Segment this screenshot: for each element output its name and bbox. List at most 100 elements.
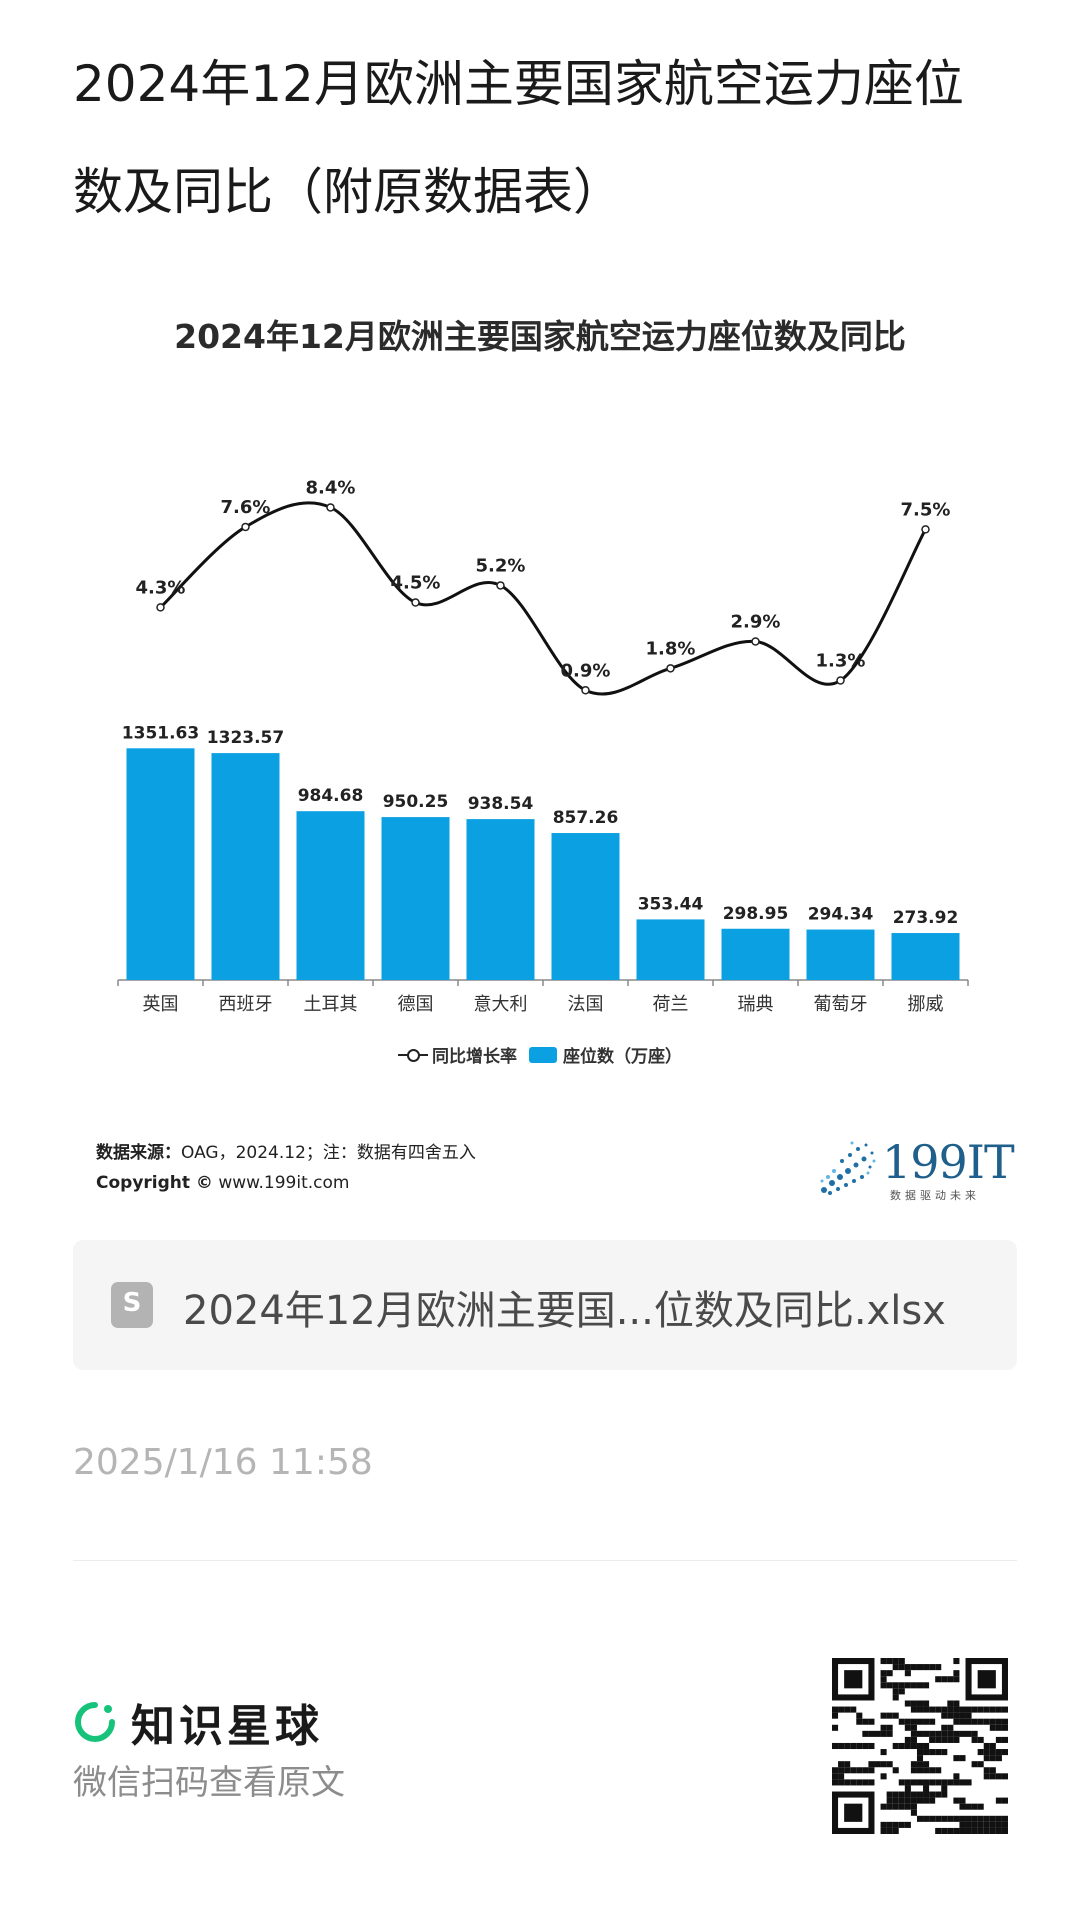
qr-module <box>880 1821 887 1828</box>
qr-module <box>916 1779 924 1786</box>
attachment-card[interactable]: S 2024年12月欧洲主要国...位数及同比.xlsx <box>73 1240 1017 1370</box>
qr-module <box>983 1773 990 1780</box>
qr-module <box>910 1664 917 1671</box>
qr-module <box>953 1712 960 1719</box>
qr-module <box>953 1773 960 1780</box>
qr-module <box>953 1658 960 1665</box>
qr-module <box>977 1718 984 1725</box>
qr-module <box>995 1749 1002 1756</box>
qr-module <box>959 1755 966 1762</box>
qr-module <box>995 1815 1002 1822</box>
growth-point-3 <box>411 598 420 607</box>
qr-module <box>971 1815 978 1822</box>
qr-module <box>977 1821 984 1828</box>
qr-module <box>989 1742 996 1750</box>
qr-module <box>953 1736 960 1743</box>
bar-data-label: 294.34 <box>808 905 874 925</box>
qr-module <box>904 1682 911 1689</box>
qr-module <box>886 1791 893 1798</box>
zsxq-logo-icon <box>75 1702 115 1742</box>
spreadsheet-icon-letter: S <box>122 1288 142 1318</box>
x-tick-label: 意大利 <box>474 994 528 1015</box>
qr-module <box>923 1785 930 1792</box>
chart-container: 2024年12月欧洲主要国家航空运力座位数及同比 1351.63 英国 1323.5… <box>0 290 1080 1230</box>
qr-module <box>935 1736 942 1743</box>
qr-module <box>935 1779 942 1786</box>
qr-module <box>971 1706 978 1713</box>
qr-module <box>965 1730 972 1737</box>
qr-module <box>832 1724 839 1731</box>
qr-module <box>844 1767 851 1774</box>
qr-module <box>832 1706 839 1713</box>
growth-point-7 <box>751 637 760 646</box>
qr-module <box>886 1682 893 1689</box>
qr-module <box>971 1718 978 1725</box>
qr-module <box>941 1706 948 1713</box>
qr-module <box>983 1827 990 1834</box>
qr-module <box>904 1803 911 1810</box>
qr-module <box>868 1730 875 1737</box>
x-tick-label: 葡萄牙 <box>814 994 868 1015</box>
source-label: 数据来源： <box>96 1143 181 1163</box>
source-note: 数据来源：OAG，2024.12；注：数据有四舍五入 Copyright © w… <box>96 1138 476 1198</box>
qr-module <box>935 1664 942 1671</box>
growth-point-4 <box>496 581 505 590</box>
qr-module <box>916 1749 924 1756</box>
qr-finder <box>844 1670 863 1689</box>
qr-module <box>1001 1718 1008 1725</box>
qr-module <box>898 1791 905 1798</box>
x-tick-label: 土耳其 <box>304 994 358 1015</box>
growth-point-2 <box>326 503 335 512</box>
qr-module <box>916 1815 924 1822</box>
qr-module <box>941 1779 948 1786</box>
divider <box>73 1560 1017 1561</box>
qr-module <box>941 1749 948 1756</box>
qr-module <box>916 1706 924 1713</box>
qr-module <box>959 1779 966 1786</box>
qr-module <box>929 1797 936 1804</box>
growth-point-1 <box>241 522 250 532</box>
qr-module <box>910 1809 917 1816</box>
qr-module <box>923 1749 930 1756</box>
qr-module <box>910 1767 917 1774</box>
qr-module <box>1001 1724 1008 1731</box>
qr-module <box>959 1730 966 1737</box>
qr-module <box>868 1761 875 1768</box>
qr-module <box>910 1779 917 1786</box>
qr-module <box>892 1682 899 1689</box>
qr-module <box>995 1718 1002 1725</box>
qr-module <box>904 1779 911 1786</box>
qr-module <box>892 1803 899 1810</box>
qr-module <box>941 1676 948 1683</box>
qr-module <box>862 1730 869 1737</box>
qr-module <box>971 1803 978 1810</box>
qr-module <box>923 1700 930 1707</box>
qr-module <box>983 1755 990 1762</box>
qr-module <box>923 1761 930 1768</box>
qr-module <box>947 1706 954 1713</box>
qr-module <box>995 1736 1002 1743</box>
qr-module <box>880 1670 887 1677</box>
qr-module <box>898 1718 905 1725</box>
qr-module <box>898 1742 905 1750</box>
qr-module <box>910 1761 917 1768</box>
qr-module <box>916 1682 924 1689</box>
qr-module <box>910 1724 917 1731</box>
qr-module <box>941 1736 948 1743</box>
qr-module <box>886 1827 893 1834</box>
qr-module <box>977 1827 984 1834</box>
qr-module <box>832 1779 839 1786</box>
qr-code[interactable] <box>832 1658 1008 1834</box>
qr-module <box>892 1742 899 1750</box>
qr-module <box>838 1767 845 1774</box>
qr-module <box>886 1803 893 1810</box>
logo-tagline: 数据驱动未来 <box>890 1189 980 1202</box>
qr-module <box>904 1785 911 1792</box>
growth-data-label: 0.9% <box>561 660 611 681</box>
qr-module <box>953 1718 960 1725</box>
qr-module <box>838 1779 845 1786</box>
logo-text: 199IT <box>882 1135 1015 1189</box>
qr-module <box>929 1815 936 1822</box>
legend-item-seats: 座位数（万座） <box>529 1042 682 1067</box>
qr-module <box>1001 1821 1008 1828</box>
